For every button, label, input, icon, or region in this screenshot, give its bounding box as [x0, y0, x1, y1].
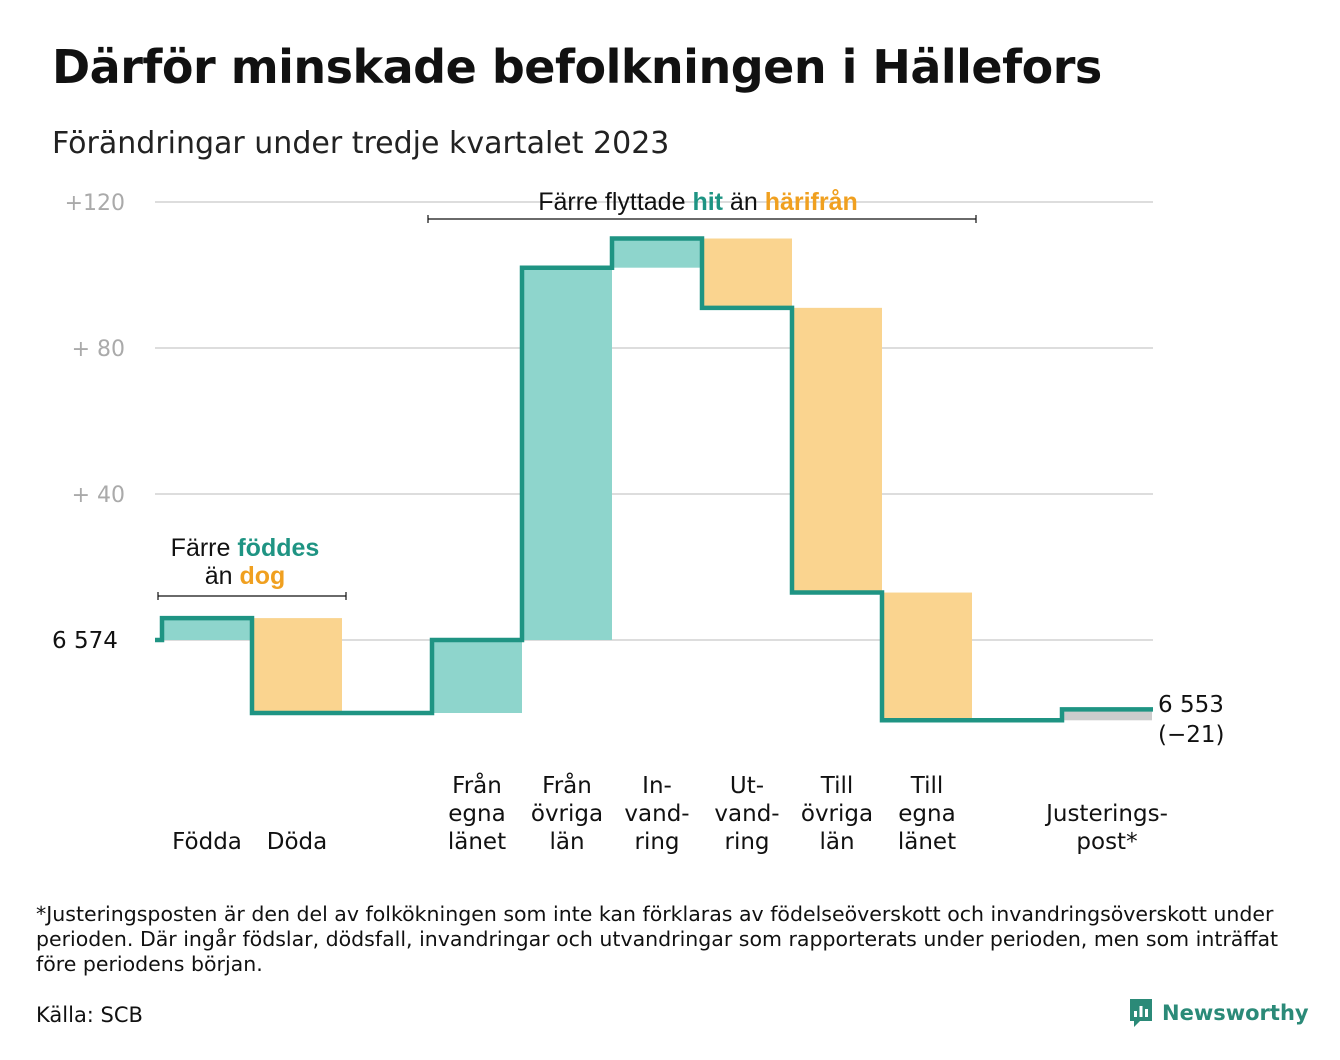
x-category-label: Ut-vand-ring	[714, 773, 779, 855]
running-total-line	[155, 236, 1153, 723]
x-category-label: Födda	[172, 829, 242, 855]
waterfall-bar	[612, 238, 702, 268]
x-category-label-line: ring	[634, 829, 679, 855]
annotation-migration-bracket	[427, 215, 977, 223]
x-category-label-line: övriga	[531, 801, 603, 827]
chart-title: Därför minskade befolkningen i Hällefors	[52, 40, 1102, 94]
newsworthy-logo-icon	[1130, 999, 1152, 1027]
x-category-label-line: ring	[724, 829, 769, 855]
chart-subtitle: Förändringar under tredje kvartalet 2023	[52, 126, 670, 161]
footnote: *Justeringsposten är den del av folkökni…	[36, 902, 1279, 976]
x-category-label: Justerings-post*	[1044, 801, 1168, 855]
source-label: Källa: SCB	[36, 1003, 143, 1027]
x-category-label-line: länet	[448, 829, 506, 855]
y-tick-label: + 80	[72, 337, 125, 362]
x-category-label-line: egna	[448, 801, 505, 827]
waterfall-bar	[162, 618, 252, 640]
annotation-births: Färre föddes	[171, 534, 320, 562]
annotation-births-bracket	[157, 592, 347, 600]
waterfall-bar	[702, 238, 792, 308]
end-value-label: 6 553	[1158, 692, 1224, 718]
brand-name: Newsworthy	[1162, 1001, 1309, 1025]
waterfall-bar	[522, 267, 612, 640]
x-category-label-line: Döda	[267, 829, 327, 855]
x-category-label: In-vand-ring	[624, 773, 689, 855]
start-value-label: 6 574	[52, 628, 118, 654]
x-category-label: Från egna länet	[448, 771, 506, 855]
x-category-label-line: Födda	[172, 829, 242, 855]
annotation-part: Färre	[171, 534, 238, 562]
x-category-label-line: länet	[898, 829, 956, 855]
annotation-part: än	[205, 562, 240, 590]
x-category-label-line: Till	[820, 773, 854, 799]
x-category-label: Från övriga län	[531, 771, 603, 855]
annotation-part: Färre flyttade	[538, 188, 692, 216]
x-category-label-line: egna	[898, 801, 955, 827]
x-category-label-line: Från	[452, 771, 502, 799]
x-category-label-line: Ut-	[730, 773, 764, 799]
x-category-label-line: post*	[1076, 829, 1137, 855]
annotation-part: dog	[239, 562, 285, 590]
x-category-label-line: län	[549, 829, 584, 855]
waterfall-bar	[252, 618, 342, 713]
x-category-label-line: län	[819, 829, 854, 855]
y-tick-label: + 40	[72, 483, 125, 508]
x-category-label: Döda	[267, 829, 327, 855]
annotation-part: hit	[692, 188, 723, 216]
waterfall-bar	[432, 640, 522, 713]
x-category-label: Till övriga län	[801, 773, 873, 855]
annotation-part: föddes	[237, 534, 319, 562]
end-change-label: (−21)	[1158, 722, 1224, 748]
newsworthy-brand: Newsworthy	[1128, 997, 1309, 1029]
waterfall-bar	[792, 307, 882, 593]
annotation-deaths: än dog	[205, 562, 286, 590]
x-category-label-line: vand-	[714, 801, 779, 827]
x-category-label-line: Till	[910, 773, 944, 799]
annotation-part: än	[723, 188, 765, 216]
waterfall-bar	[882, 592, 972, 721]
x-category-label: Till egna länet	[898, 773, 956, 855]
annotation-part: härifrån	[765, 188, 858, 216]
x-category-label-line: Justerings-	[1044, 801, 1168, 827]
x-category-label-line: övriga	[801, 801, 873, 827]
annotation-migration: Färre flyttade hit än härifrån	[538, 188, 858, 216]
x-category-label-line: vand-	[624, 801, 689, 827]
x-category-label-line: In-	[642, 773, 672, 799]
waterfall-bar	[1062, 709, 1152, 721]
y-tick-label: +120	[65, 191, 125, 216]
x-category-label-line: Från	[542, 771, 592, 799]
